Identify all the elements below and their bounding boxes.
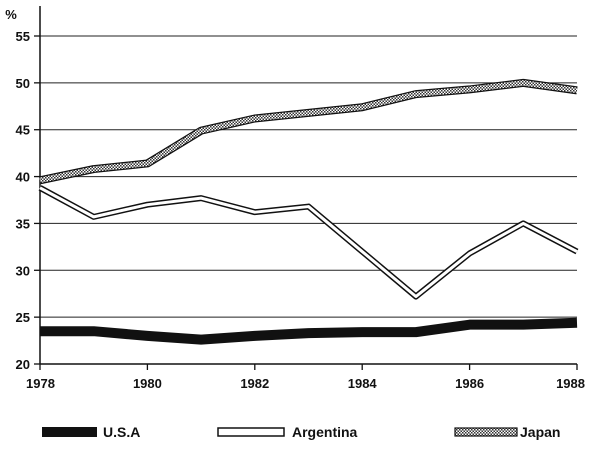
x-tick-label-1986: 1986 (455, 376, 484, 391)
series-line-0-layer-0 (40, 323, 577, 340)
series-japan (40, 83, 577, 181)
y-tick-label-45: 45 (16, 123, 30, 138)
legend-item-u-s-a: U.S.A (42, 424, 140, 440)
y-tick-label-50: 50 (16, 76, 30, 91)
series-argentina (40, 188, 577, 297)
legend-item-japan: Japan (455, 424, 560, 440)
y-tick-label-30: 30 (16, 263, 30, 278)
y-tick-label-20: 20 (16, 357, 30, 372)
legend: U.S.A Argentina Japan (42, 424, 560, 440)
x-tick-label-1980: 1980 (133, 376, 162, 391)
series-line-1-layer-0 (40, 188, 577, 297)
legend-swatch (455, 428, 517, 436)
legend-label: U.S.A (103, 424, 140, 440)
y-tick-label-25: 25 (16, 310, 30, 325)
series-u-s-a (40, 323, 577, 340)
y-tick-label-35: 35 (16, 216, 30, 231)
x-tick-label-1984: 1984 (348, 376, 378, 391)
y-tick-label-55: 55 (16, 29, 30, 44)
legend-item-argentina: Argentina (218, 424, 358, 440)
series-line-2-layer-1 (40, 83, 577, 180)
series-lines (40, 83, 577, 340)
legend-label: Argentina (292, 424, 358, 440)
axes (34, 6, 577, 370)
x-tick-label-1978: 1978 (26, 376, 55, 391)
y-axis-unit-label: % (5, 7, 17, 22)
legend-swatch (42, 427, 97, 437)
x-tick-label-1982: 1982 (240, 376, 269, 391)
y-tick-label-40: 40 (16, 170, 30, 185)
x-tick-label-1988: 1988 (556, 376, 585, 391)
grid (40, 36, 577, 317)
legend-label: Japan (520, 424, 560, 440)
legend-swatch (218, 428, 284, 436)
